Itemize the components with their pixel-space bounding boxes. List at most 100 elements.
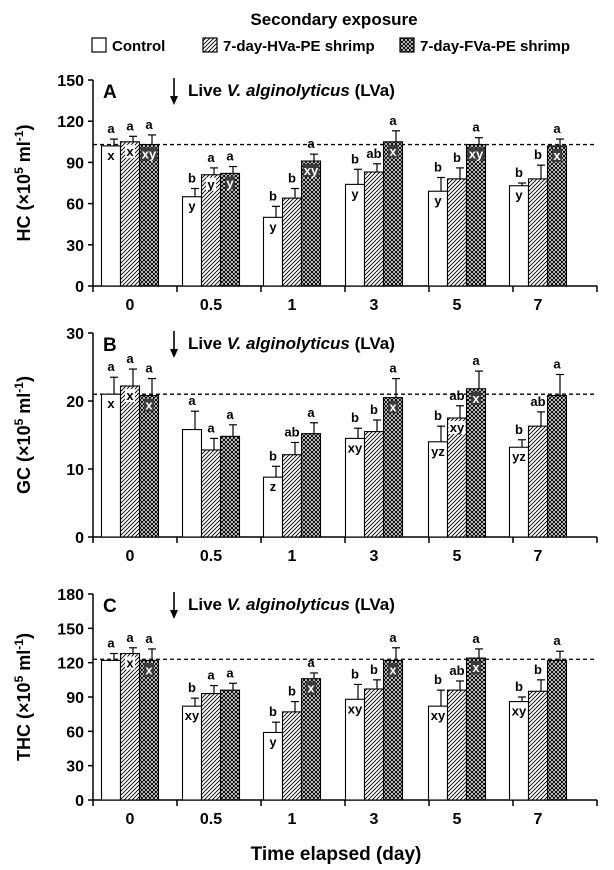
sig-letter-c-hva-1: a	[207, 668, 215, 683]
y-tick-label-a-1: 30	[66, 238, 84, 255]
bar-a-fva-3	[382, 141, 404, 287]
sig-letter-c-hva-0: a	[126, 630, 134, 645]
bar-c-hva-3	[363, 688, 385, 801]
sig-letter-b-hva-4: ab	[449, 388, 464, 403]
sig-letter-a-fva-2: a	[307, 136, 315, 151]
sig-letter-b-control-1: a	[188, 393, 196, 408]
x-tick-label-a-4: 5	[453, 297, 462, 314]
bar-b-hva-4	[446, 417, 468, 538]
sig-letter-a-fva-3: a	[389, 113, 397, 128]
y-tick-label-a-3: 90	[66, 155, 84, 172]
bar-c-hva-2	[281, 711, 303, 801]
panel-letter-a: A	[103, 82, 117, 103]
bar-a-hva-3	[363, 171, 385, 287]
inner-label-bg-a-fva-4	[467, 147, 485, 161]
sig-letter-c-fva-1: a	[226, 665, 234, 680]
y-axis-label-a: HC (×105 ml-1)	[12, 125, 34, 242]
inner-label-a-control-4: y	[434, 193, 442, 208]
x-tick-label-a-5: 7	[534, 297, 543, 314]
bar-c-hva-1	[200, 693, 222, 801]
inner-label-bg-c-hva-0	[125, 656, 135, 670]
bar-c-control-0	[100, 659, 122, 801]
arrow-head-icon-c	[170, 610, 178, 619]
x-tick-label-a-2: 1	[288, 297, 297, 314]
inner-label-c-fva-0: x	[145, 662, 153, 677]
sig-letter-b-fva-1: a	[226, 407, 234, 422]
bar-b-fva-0	[138, 395, 160, 538]
inner-label-b-control-0: x	[107, 396, 115, 411]
sig-letter-b-control-0: a	[107, 359, 115, 374]
inner-label-b-control-3: xy	[348, 440, 363, 455]
arrow-head-icon-b	[170, 349, 178, 358]
sig-letter-a-control-1: b	[188, 170, 196, 185]
y-tick-label-c-5: 150	[57, 621, 84, 638]
annotation-a: Live V. alginolyticus (LVa)	[188, 81, 395, 100]
sig-letter-b-hva-1: a	[207, 420, 215, 435]
inner-label-bg-a-fva-3	[388, 144, 398, 158]
inner-label-a-control-1: y	[188, 199, 196, 214]
bar-b-control-1	[181, 429, 203, 538]
legend-label-hva: 7-day-HVa-PE shrimp	[223, 38, 375, 55]
sig-letter-b-hva-0: a	[126, 351, 134, 366]
x-tick-label-c-1: 0.5	[200, 811, 222, 828]
inner-label-c-control-1: xy	[185, 708, 200, 723]
sig-letter-b-control-5: b	[515, 422, 523, 437]
inner-label-bg-a-fva-2	[302, 164, 320, 178]
bar-c-fva-3	[382, 659, 404, 801]
sig-letter-a-control-0: a	[107, 121, 115, 136]
sig-letter-b-control-2: b	[269, 448, 277, 463]
inner-label-bg-a-fva-5	[552, 148, 562, 162]
bar-c-fva-2	[300, 678, 322, 801]
sig-letter-b-fva-2: a	[307, 405, 315, 420]
y-tick-label-c-4: 120	[57, 656, 84, 673]
inner-label-b-hva-0: x	[126, 388, 134, 403]
y-tick-label-c-2: 60	[66, 724, 84, 741]
legend-label-fva: 7-day-FVa-PE shrimp	[420, 38, 570, 55]
inner-label-bg-b-fva-3	[388, 400, 398, 414]
sig-letter-c-fva-5: a	[553, 633, 561, 648]
sig-letter-c-hva-3: b	[370, 662, 378, 677]
inner-label-bg-c-fva-0	[144, 663, 154, 677]
inner-label-bg-c-fva-3	[388, 663, 398, 677]
sig-letter-c-control-2: b	[269, 704, 277, 719]
bar-a-control-0	[100, 145, 122, 287]
inner-label-b-hva-4: xy	[450, 420, 465, 435]
sig-letter-c-control-5: b	[515, 679, 523, 694]
sig-letter-a-control-5: b	[515, 165, 523, 180]
bar-b-hva-0	[119, 385, 141, 538]
sig-letter-a-hva-2: b	[288, 170, 296, 185]
inner-label-bg-c-fva-4	[471, 661, 481, 675]
sig-letter-b-control-3: b	[351, 410, 359, 425]
sig-letter-a-hva-5: b	[534, 147, 542, 162]
inner-label-bg-b-fva-0	[144, 398, 154, 412]
sig-letter-b-fva-0: a	[145, 361, 153, 376]
x-tick-label-b-2: 1	[288, 548, 297, 565]
sig-letter-b-hva-5: ab	[530, 394, 545, 409]
inner-label-a-fva-5: x	[553, 148, 561, 163]
legend-swatch-hva	[202, 37, 218, 53]
bar-b-fva-1	[219, 435, 241, 538]
bar-b-hva-5	[527, 425, 549, 538]
inner-label-a-hva-0: x	[126, 144, 134, 159]
bar-b-fva-2	[300, 433, 322, 538]
inner-label-a-hva-1: y	[207, 177, 215, 192]
bar-a-hva-0	[119, 141, 141, 287]
x-tick-label-c-3: 3	[370, 811, 379, 828]
y-tick-label-c-1: 30	[66, 759, 84, 776]
bar-a-fva-1	[219, 172, 241, 287]
sig-letter-c-control-0: a	[107, 636, 115, 651]
inner-label-bg-a-fva-0	[140, 147, 158, 161]
sig-letter-c-fva-4: a	[472, 631, 480, 646]
sig-letter-a-hva-1: a	[207, 150, 215, 165]
annotation-b: Live V. alginolyticus (LVa)	[188, 334, 395, 353]
inner-label-b-control-4: yz	[431, 444, 445, 459]
inner-label-b-fva-3: x	[389, 400, 397, 415]
inner-label-b-fva-4: x	[472, 391, 480, 406]
y-tick-label-c-3: 90	[66, 690, 84, 707]
inner-label-a-control-3: y	[351, 186, 359, 201]
inner-label-c-control-4: xy	[431, 708, 446, 723]
legend-swatch-control	[91, 37, 107, 53]
bar-b-hva-3	[363, 431, 385, 538]
y-tick-label-a-2: 60	[66, 197, 84, 214]
